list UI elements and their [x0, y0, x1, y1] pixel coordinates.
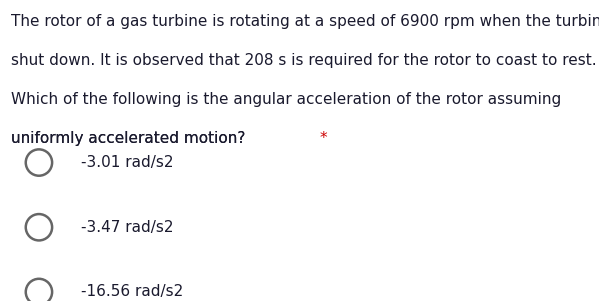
Text: -3.01 rad/s2: -3.01 rad/s2 [81, 155, 173, 170]
Text: shut down. It is observed that 208 s is required for the rotor to coast to rest.: shut down. It is observed that 208 s is … [11, 53, 597, 68]
Text: uniformly accelerated motion?: uniformly accelerated motion? [11, 131, 250, 146]
Text: *: * [319, 131, 327, 146]
Text: -3.47 rad/s2: -3.47 rad/s2 [81, 220, 173, 235]
Text: uniformly accelerated motion?: uniformly accelerated motion? [11, 131, 250, 146]
Text: The rotor of a gas turbine is rotating at a speed of 6900 rpm when the turbine i: The rotor of a gas turbine is rotating a… [11, 14, 599, 29]
Text: Which of the following is the angular acceleration of the rotor assuming: Which of the following is the angular ac… [11, 92, 561, 107]
Text: -16.56 rad/s2: -16.56 rad/s2 [81, 284, 183, 299]
